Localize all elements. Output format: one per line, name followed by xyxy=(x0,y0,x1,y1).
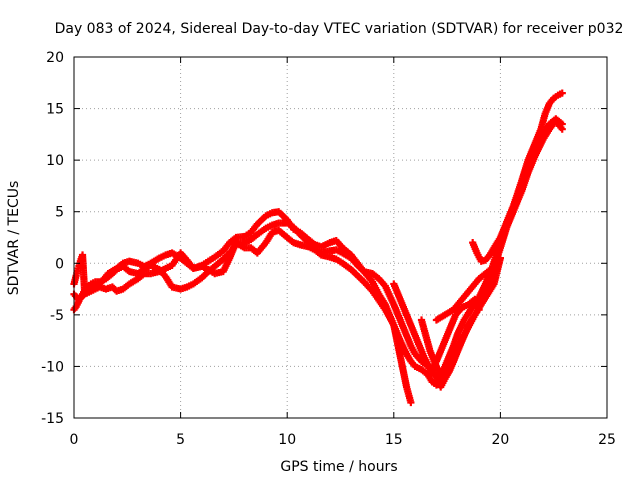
x-tick-label: 10 xyxy=(278,432,296,448)
x-axis-label: GPS time / hours xyxy=(280,459,397,475)
data-series xyxy=(469,89,566,265)
axis-ticks xyxy=(73,56,608,419)
grid-lines xyxy=(74,57,607,418)
y-tick-label: 5 xyxy=(55,205,64,221)
tick-labels: 0 5 10 15 20 25 -15 -10 -5 0 5 10 15 20 xyxy=(41,50,616,448)
y-tick-label: -10 xyxy=(41,359,64,375)
y-tick-label: 20 xyxy=(46,50,64,66)
x-tick-label: 5 xyxy=(176,432,185,448)
data-point xyxy=(496,254,504,262)
y-tick-label: -5 xyxy=(50,308,64,324)
data-point xyxy=(558,125,566,133)
y-tick-label: 10 xyxy=(46,153,64,169)
data-point xyxy=(407,398,415,407)
y-tick-label: 15 xyxy=(46,102,64,118)
plot-frame xyxy=(73,56,608,419)
y-axis-label: SDTVAR / TECUs xyxy=(6,181,22,296)
y-tick-label: 0 xyxy=(55,256,64,272)
x-tick-label: 20 xyxy=(491,432,509,448)
x-tick-label: 0 xyxy=(70,432,79,448)
data-point xyxy=(558,89,566,97)
y-tick-label: -15 xyxy=(41,411,64,427)
x-tick-label: 15 xyxy=(385,432,403,448)
data-series xyxy=(70,208,415,407)
data-series xyxy=(432,254,504,324)
data-series xyxy=(390,280,483,374)
x-tick-label: 25 xyxy=(598,432,616,448)
chart-title: Day 083 of 2024, Sidereal Day-to-day VTE… xyxy=(55,21,624,37)
data-points xyxy=(70,89,566,407)
